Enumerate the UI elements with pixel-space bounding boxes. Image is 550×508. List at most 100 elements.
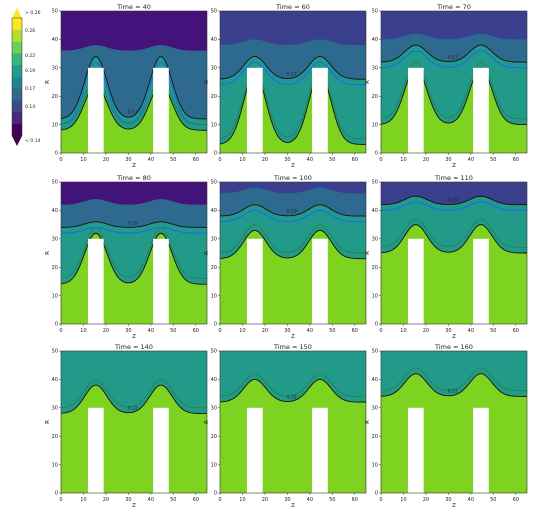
- obstacle-block: [407, 407, 424, 493]
- x-tick-label: 0: [59, 497, 62, 503]
- y-tick-label: 50: [372, 9, 378, 15]
- y-tick-label: 10: [372, 293, 378, 299]
- x-tick-label: 50: [170, 157, 176, 163]
- y-tick-label: 0: [214, 491, 217, 497]
- x-tick-label: 20: [262, 328, 268, 334]
- y-axis-label: R: [204, 80, 210, 84]
- y-tick-label: 10: [52, 462, 58, 468]
- contour-panel: 0.19 Time = 100 0 10 20 30 40 50 60 0 10 20 30 40 50 Z R: [204, 174, 367, 340]
- y-tick-label: 30: [52, 406, 58, 412]
- x-axis-label: Z: [291, 334, 295, 340]
- y-tick-label: 20: [52, 265, 58, 271]
- x-axis-label: Z: [452, 503, 456, 508]
- panel-frame: [60, 10, 208, 154]
- x-tick-label: 30: [125, 497, 131, 503]
- y-tick-label: 50: [211, 180, 217, 186]
- obstacle-block: [246, 67, 263, 153]
- colorbar-tick-label: 0.14: [25, 104, 35, 110]
- contour-line-blue: [381, 201, 527, 211]
- y-tick-label: 0: [214, 151, 217, 157]
- x-tick-label: 50: [329, 157, 335, 163]
- x-tick-label: 30: [284, 157, 290, 163]
- y-tick-label: 10: [372, 462, 378, 468]
- y-tick-label: 40: [211, 377, 217, 383]
- x-tick-label: 20: [423, 497, 429, 503]
- x-tick-label: 0: [59, 157, 62, 163]
- x-tick-label: 0: [59, 328, 62, 334]
- y-axis-label: R: [365, 420, 371, 424]
- contour-label: 0.22: [287, 394, 297, 400]
- contour-label: 0.22: [128, 405, 138, 411]
- contour-line-green: [220, 67, 366, 140]
- y-tick-label: 40: [52, 37, 58, 43]
- panel-plot-area: 0.22: [61, 351, 207, 493]
- y-tick-label: 50: [211, 349, 217, 355]
- panel-plot-area: 0.19: [61, 182, 207, 324]
- panel-plot-area: 0.22: [220, 351, 366, 493]
- contour-panel: 0.22 Time = 140 0 10 20 30 40 50 60 0 10 20 30 40 50 Z R: [45, 343, 208, 508]
- x-tick-label: 10: [400, 497, 406, 503]
- contour-line-dark: [220, 379, 366, 403]
- obstacle-block: [87, 67, 104, 153]
- x-tick-label: 20: [423, 328, 429, 334]
- colorbar-segment: [12, 53, 22, 66]
- y-tick-label: 50: [372, 180, 378, 186]
- x-tick-label: 60: [193, 497, 199, 503]
- panel-plot-area: 0.17: [220, 11, 366, 153]
- y-tick-label: 50: [52, 349, 58, 355]
- contour-panel: 0.19 Time = 80 0 10 20 30 40 50 60 0 10 20 30 40 50 Z R: [45, 174, 208, 340]
- y-axis-label: R: [45, 80, 51, 84]
- panel-plot-area: 0.22: [381, 351, 527, 493]
- contour-line-dark: [220, 56, 366, 80]
- panel-frame: [380, 350, 528, 494]
- x-tick-label: 30: [445, 328, 451, 334]
- x-tick-label: 60: [513, 328, 519, 334]
- x-axis-label: Z: [452, 163, 456, 169]
- y-axis-label: R: [204, 251, 210, 255]
- x-tick-label: 40: [307, 497, 313, 503]
- x-tick-label: 0: [379, 157, 382, 163]
- colorbar-bottom-arrow: [12, 136, 22, 146]
- contour-line-dark: [61, 221, 207, 228]
- colorbar: > 0.26 0.26 0.22 0.19 0.17 0.14 < 0.14: [11, 8, 41, 146]
- x-tick-label: 0: [379, 328, 382, 334]
- contour-line-green: [220, 373, 366, 397]
- x-tick-label: 20: [103, 157, 109, 163]
- contour-line-dark: [381, 195, 527, 206]
- y-tick-label: 50: [52, 9, 58, 15]
- y-tick-label: 40: [52, 377, 58, 383]
- y-tick-label: 20: [52, 434, 58, 440]
- x-tick-label: 20: [262, 497, 268, 503]
- x-tick-label: 50: [170, 497, 176, 503]
- obstacle-block: [87, 238, 104, 324]
- x-tick-label: 0: [379, 497, 382, 503]
- contour-line-dark: [381, 373, 527, 397]
- colorbar-segment: [12, 112, 22, 125]
- y-tick-label: 0: [55, 322, 58, 328]
- contour-line-dark: [61, 232, 207, 285]
- colorbar-segment: [12, 18, 22, 31]
- x-axis-label: Z: [291, 503, 295, 508]
- x-tick-label: 30: [125, 157, 131, 163]
- x-tick-label: 50: [490, 328, 496, 334]
- y-tick-label: 0: [375, 322, 378, 328]
- y-tick-label: 0: [375, 151, 378, 157]
- y-tick-label: 40: [211, 37, 217, 43]
- colorbar-segment: [12, 29, 22, 43]
- x-tick-label: 40: [307, 328, 313, 334]
- colorbar-frame: [11, 17, 23, 137]
- colorbar-segment: [12, 65, 22, 78]
- x-tick-label: 0: [218, 157, 221, 163]
- x-tick-label: 60: [193, 328, 199, 334]
- y-tick-label: 30: [52, 66, 58, 72]
- x-tick-label: 30: [125, 328, 131, 334]
- x-tick-label: 60: [352, 157, 358, 163]
- colorbar-segment: [12, 124, 22, 137]
- x-tick-label: 10: [400, 157, 406, 163]
- y-tick-label: 0: [55, 491, 58, 497]
- contour-line-green: [381, 367, 527, 392]
- y-tick-label: 30: [211, 66, 217, 72]
- obstacle-block: [153, 67, 169, 153]
- x-axis-label: Z: [132, 163, 136, 169]
